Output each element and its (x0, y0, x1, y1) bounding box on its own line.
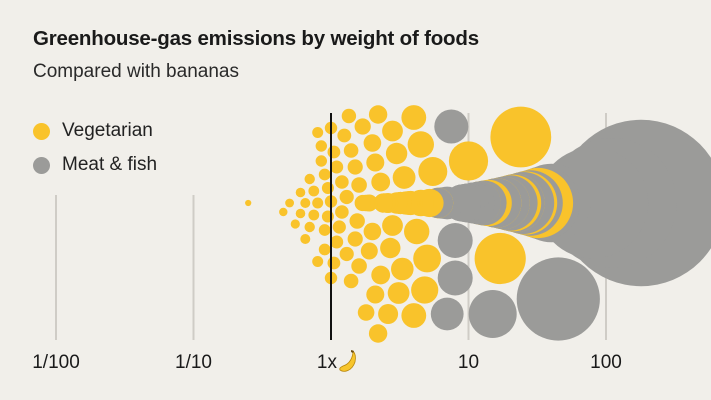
vegetarian-dot-7 (300, 234, 311, 244)
vegetarian-dot-17 (318, 224, 331, 236)
meat-fish-dot-2 (430, 297, 464, 331)
meat-fish-dot-26 (516, 257, 600, 341)
tick-label-1-100: 1/100 (32, 352, 80, 373)
vegetarian-dot-4 (295, 208, 306, 219)
vegetarian-dot-11 (308, 185, 320, 197)
vegetarian-dot-36 (343, 143, 359, 158)
vegetarian-dot-78 (404, 218, 430, 245)
tick-label-100: 100 (590, 352, 622, 373)
meat-fish-dot-4 (434, 109, 469, 144)
vegetarian-dot-37 (343, 273, 359, 289)
chart-subtitle: Compared with bananas (33, 61, 239, 82)
vegetarian-dot-12 (312, 197, 324, 209)
vegetarian-dot-54 (368, 324, 388, 343)
vegetarian-dot-62 (380, 237, 401, 259)
vegetarian-dot-63 (382, 215, 403, 236)
tick-label-10: 10 (458, 352, 479, 373)
legend-label-meat-fish: Meat & fish (62, 154, 158, 175)
vegetarian-dot-25 (327, 145, 341, 159)
x-tick-labels: 1/100 1/10 1x 10 100 (32, 350, 622, 373)
vegetarian-dot-71 (392, 166, 416, 189)
vegetarian-dot-35 (341, 108, 357, 124)
vegetarian-dot-76 (401, 105, 427, 130)
vegetarian-dot-31 (335, 175, 349, 189)
vegetarian-dot-33 (339, 189, 354, 205)
vegetarian-dot-60 (378, 304, 399, 324)
legend-item-vegetarian: Vegetarian (33, 114, 157, 148)
vegetarian-dot-30 (335, 205, 349, 219)
vegetarian-dot-41 (351, 177, 367, 193)
vegetarian-dot-2 (285, 198, 294, 208)
vegetarian-dot-14 (312, 127, 324, 138)
vegetarian-dot-64 (382, 120, 403, 142)
vegetarian-dot-56 (371, 265, 391, 285)
vegetarian-dot-77 (401, 303, 427, 328)
vegetarian-dot-55 (371, 172, 391, 192)
vegetarian-dot-28 (330, 235, 344, 249)
vegetarian-dot-50 (363, 134, 382, 152)
vegetarian-dot-34 (339, 246, 354, 262)
vegetarian-dot-15 (315, 155, 327, 167)
vegetarian-dot-38 (347, 231, 363, 247)
vegetarian-dot-32 (337, 128, 352, 143)
vegetarian-dot-39 (347, 159, 363, 175)
vegetarian-dot-8 (304, 221, 315, 233)
vegetarian-dot-79 (407, 131, 434, 158)
vegetarian-dot-27 (330, 160, 344, 174)
vegetarian-dot-16 (315, 140, 327, 152)
vegetarian-dot-5 (295, 187, 306, 198)
vegetarian-dot-82 (413, 244, 441, 273)
legend-swatch-meat-fish (33, 156, 50, 174)
chart-title: Greenhouse-gas emissions by weight of fo… (33, 27, 479, 50)
vegetarian-dot-0 (245, 199, 252, 207)
vegetarian-dot-44 (354, 194, 371, 212)
vegetarian-dot-99 (490, 106, 552, 168)
vegetarian-dot-3 (290, 219, 300, 229)
vegetarian-dot-9 (304, 173, 315, 185)
vegetarian-dot-93 (474, 232, 526, 285)
vegetarian-dot-13 (312, 256, 324, 267)
vegetarian-dot-58 (373, 193, 393, 213)
vegetarian-dot-53 (368, 105, 388, 124)
vegetarian-dot-70 (391, 257, 414, 281)
vegetarian-dot-87 (448, 141, 489, 181)
vegetarian-dot-40 (349, 213, 365, 229)
vegetarian-dot-1 (279, 207, 288, 217)
vegetarian-dot-18 (318, 168, 331, 181)
vegetarian-dot-6 (300, 198, 311, 208)
legend-item-meat-fish: Meat & fish (33, 148, 157, 182)
vegetarian-dot-47 (360, 242, 378, 260)
vegetarian-dot-84 (418, 157, 448, 186)
legend-label-vegetarian: Vegetarian (62, 120, 153, 141)
vegetarian-dot-42 (351, 258, 367, 274)
vegetarian-dot-20 (321, 210, 334, 223)
vegetarian-dot-67 (387, 282, 410, 304)
tick-label-1-10: 1/10 (175, 352, 212, 373)
banana-icon (339, 350, 356, 372)
meat-fish-dot-5 (437, 223, 473, 258)
vegetarian-dot-10 (308, 209, 320, 221)
meat-fish-dot-17 (468, 290, 517, 338)
legend-swatch-vegetarian (33, 122, 50, 140)
vegetarian-dot-19 (318, 243, 331, 256)
tick-label-1x: 1x (317, 352, 338, 373)
vegetarian-dot-43 (354, 118, 371, 135)
vegetarian-dot-81 (411, 276, 439, 304)
vegetarian-dot-49 (363, 222, 382, 241)
vegetarian-dot-21 (321, 182, 334, 194)
vegetarian-dot-51 (366, 153, 385, 172)
data-dots (245, 105, 711, 343)
meat-fish-dot-6 (437, 260, 473, 296)
legend: Vegetarian Meat & fish (33, 114, 157, 182)
vegetarian-dot-45 (357, 304, 375, 321)
vegetarian-dot-52 (366, 285, 385, 304)
vegetarian-dot-29 (332, 220, 346, 234)
vegetarian-dot-65 (385, 142, 408, 165)
vegetarian-dot-26 (327, 256, 341, 270)
